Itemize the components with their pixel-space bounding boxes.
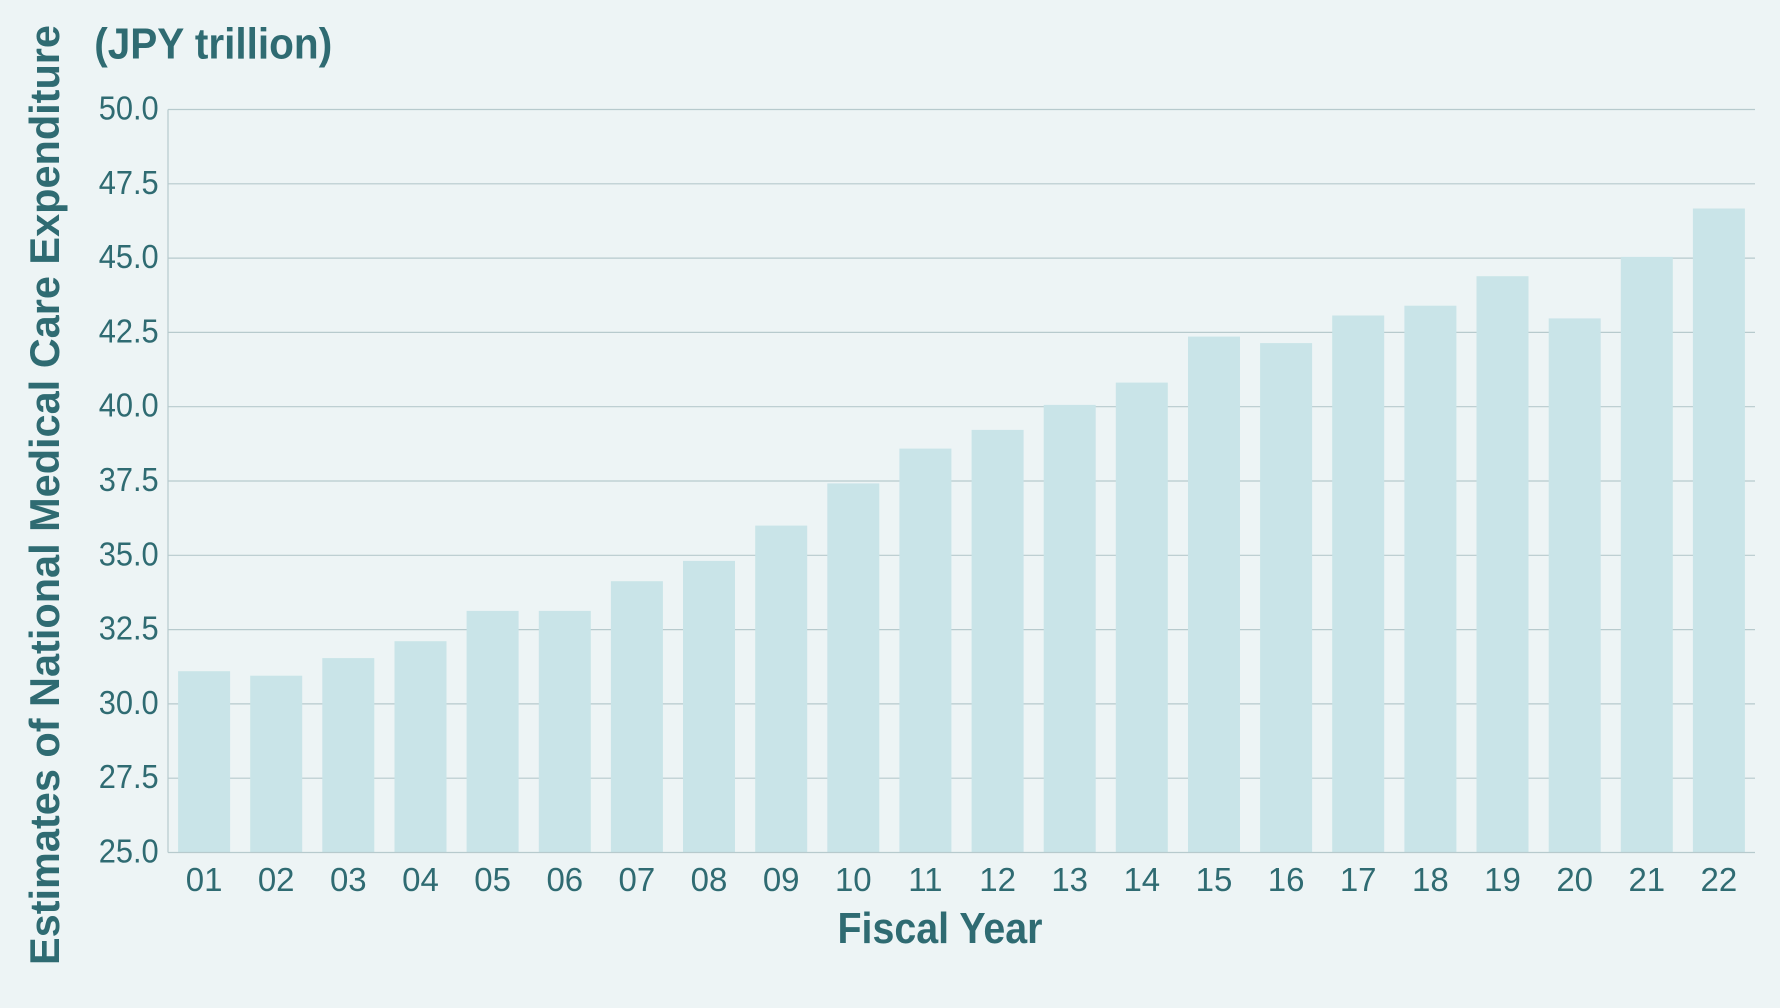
- svg-text:(JPY trillion): (JPY trillion): [94, 19, 332, 68]
- svg-text:20: 20: [1556, 861, 1593, 898]
- svg-text:19: 19: [1484, 861, 1521, 898]
- svg-text:37.5: 37.5: [99, 461, 159, 498]
- svg-text:04: 04: [402, 861, 439, 898]
- svg-text:01: 01: [186, 861, 223, 898]
- svg-text:13: 13: [1051, 861, 1088, 898]
- svg-text:07: 07: [619, 861, 656, 898]
- svg-text:16: 16: [1268, 861, 1305, 898]
- svg-text:32.5: 32.5: [99, 610, 159, 647]
- svg-text:40.0: 40.0: [99, 387, 159, 424]
- svg-text:09: 09: [763, 861, 800, 898]
- svg-text:27.5: 27.5: [99, 758, 159, 795]
- svg-text:12: 12: [979, 861, 1016, 898]
- svg-text:42.5: 42.5: [99, 312, 159, 349]
- svg-text:30.0: 30.0: [99, 684, 159, 721]
- svg-text:11: 11: [908, 861, 942, 898]
- svg-text:15: 15: [1196, 861, 1233, 898]
- svg-text:17: 17: [1340, 861, 1377, 898]
- svg-text:14: 14: [1123, 861, 1160, 898]
- svg-text:21: 21: [1628, 861, 1665, 898]
- svg-text:22: 22: [1701, 861, 1738, 898]
- svg-text:05: 05: [474, 861, 511, 898]
- svg-text:35.0: 35.0: [99, 535, 159, 572]
- svg-text:Estimates of National Medical: Estimates of National Medical Care Expen…: [21, 25, 68, 965]
- svg-text:02: 02: [258, 861, 295, 898]
- svg-text:06: 06: [546, 861, 583, 898]
- svg-text:08: 08: [691, 861, 728, 898]
- svg-text:25.0: 25.0: [99, 833, 159, 870]
- svg-text:47.5: 47.5: [99, 164, 159, 201]
- svg-text:18: 18: [1412, 861, 1449, 898]
- svg-text:Fiscal Year: Fiscal Year: [838, 904, 1043, 953]
- svg-text:50.0: 50.0: [99, 90, 159, 127]
- svg-text:45.0: 45.0: [99, 238, 159, 275]
- svg-text:03: 03: [330, 861, 367, 898]
- svg-text:10: 10: [835, 861, 872, 898]
